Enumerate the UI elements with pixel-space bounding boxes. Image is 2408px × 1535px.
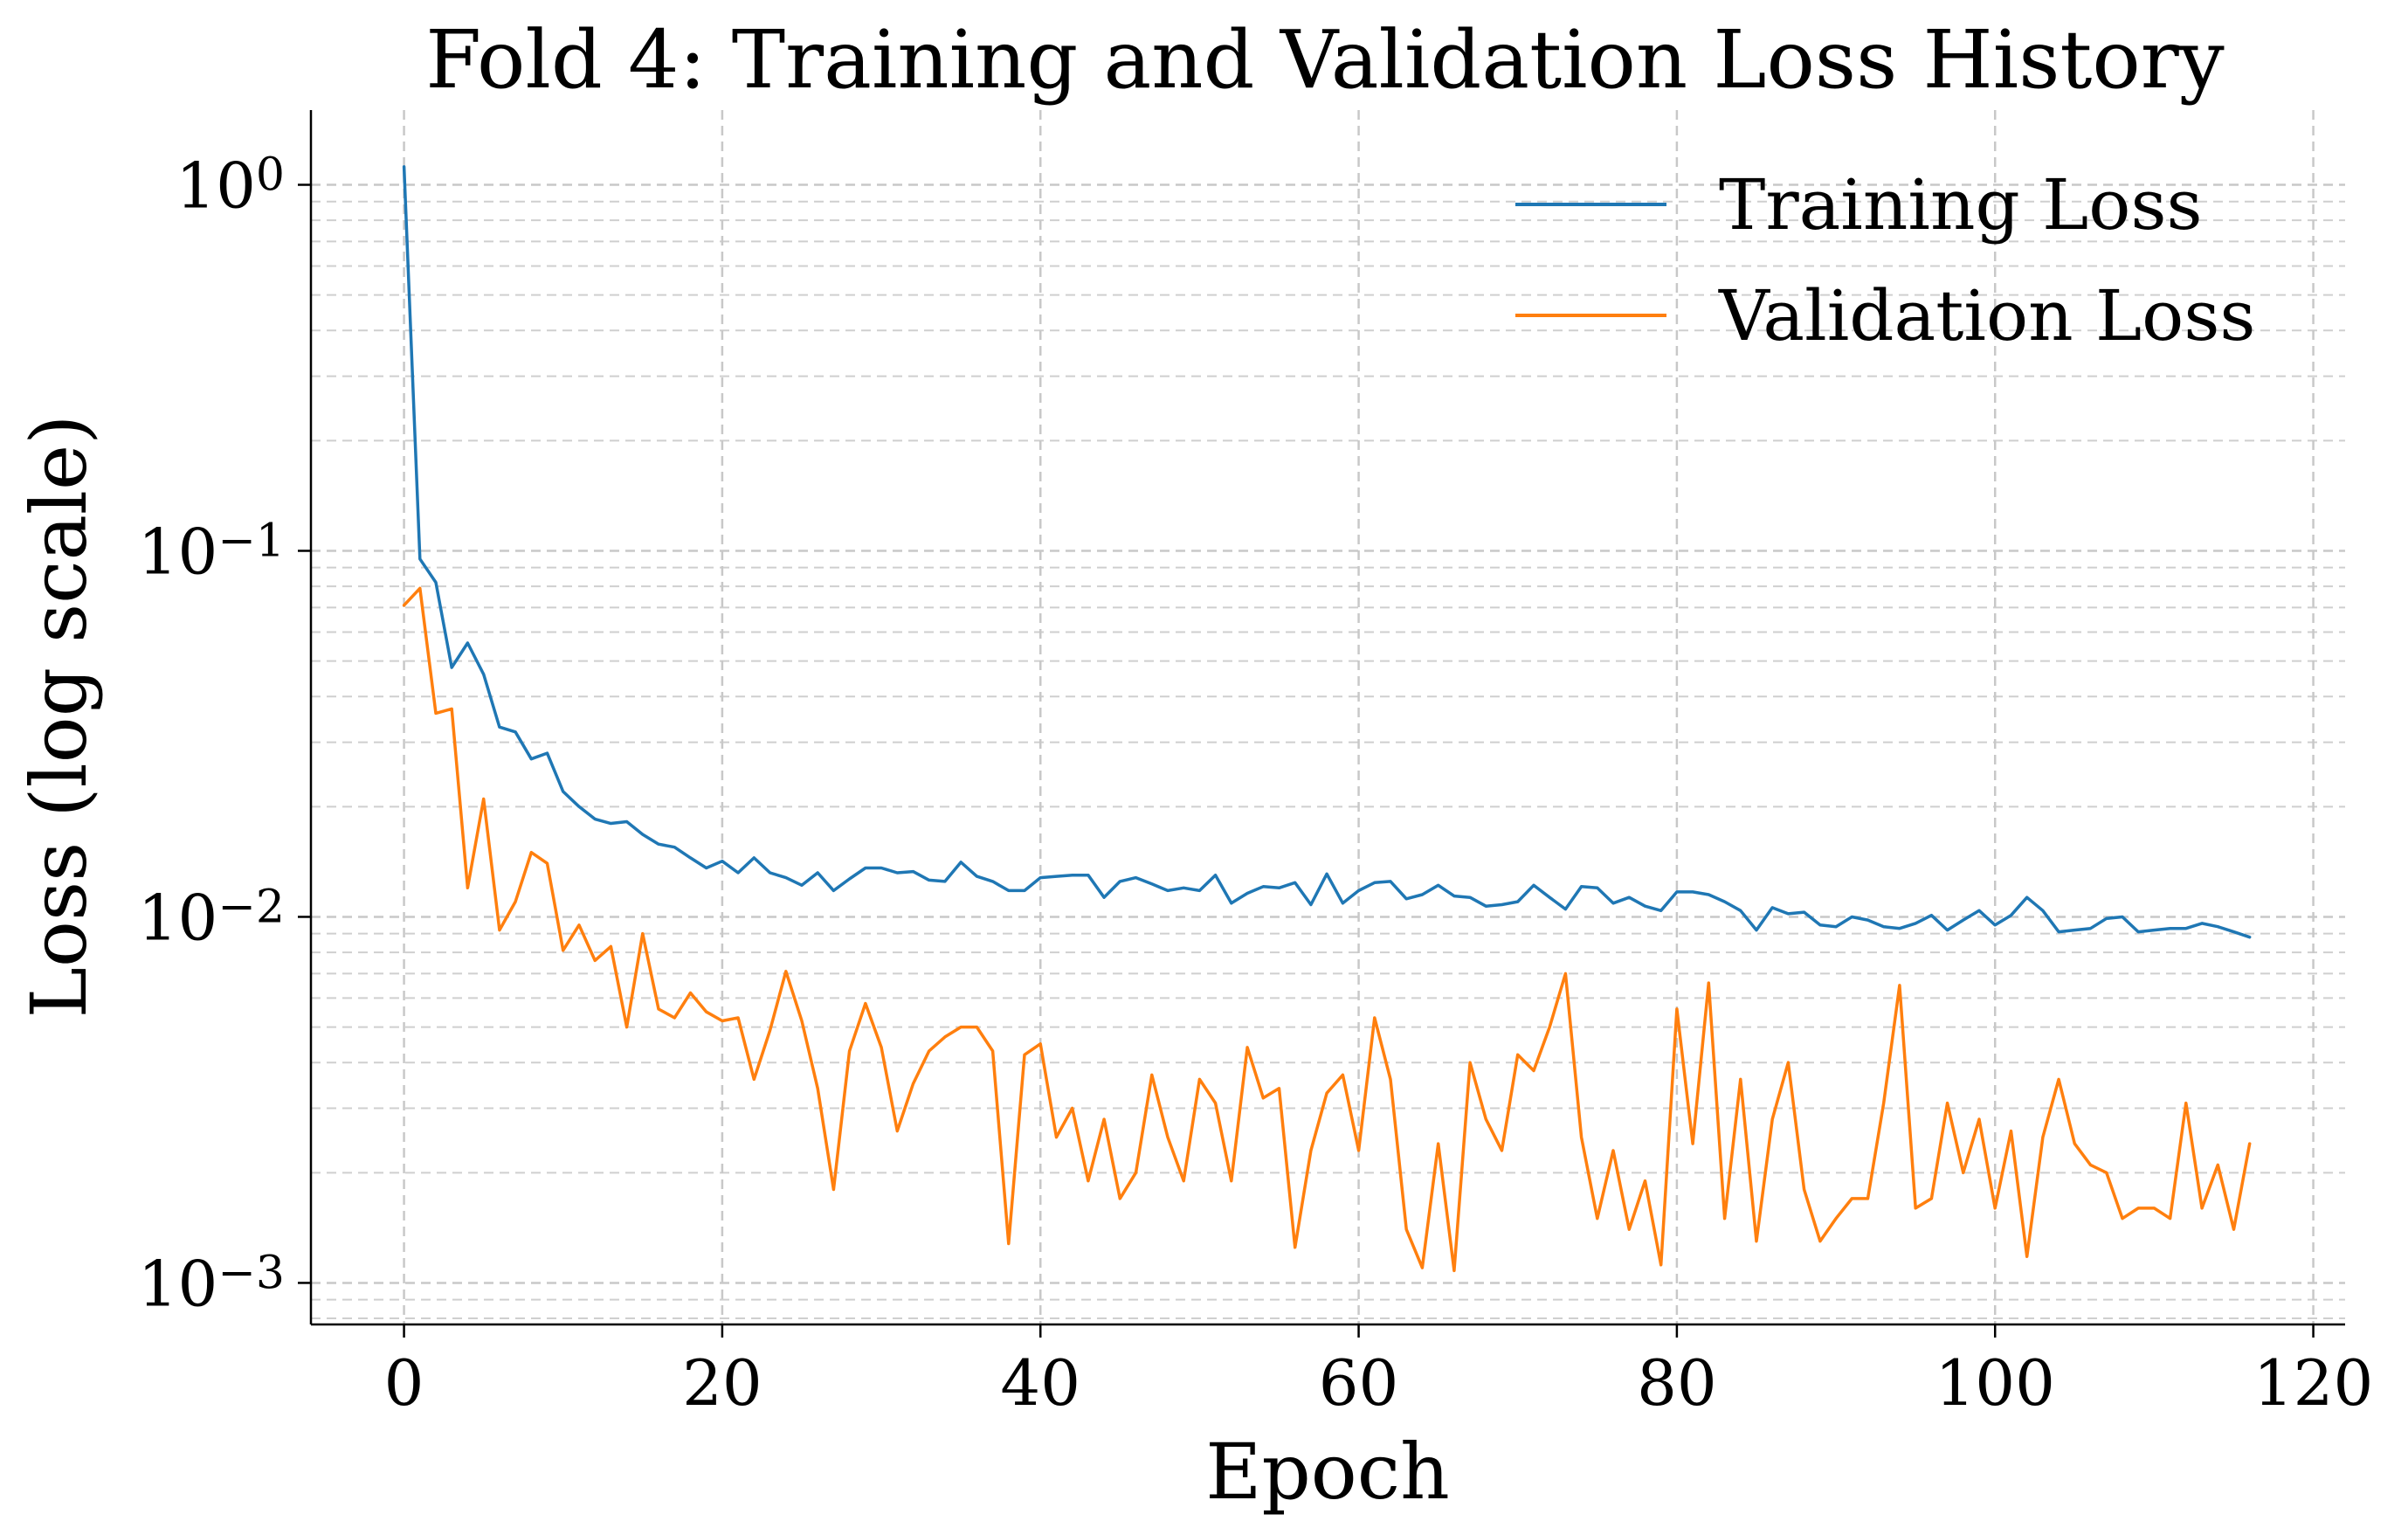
y-tick-label: 10−3	[138, 1247, 285, 1320]
y-axis-ticks: 100 10−1 10−2 10−3	[138, 149, 311, 1320]
x-axis-ticks: 0 20 40 60 80 100 120	[384, 1324, 2373, 1420]
y-tick-label: 10−2	[138, 881, 285, 954]
chart-title: Fold 4: Training and Validation Loss His…	[425, 13, 2225, 107]
y-tick-label: 10−1	[138, 515, 285, 588]
y-tick-label: 100	[176, 149, 285, 223]
legend-label-validation: Validation Loss	[1718, 275, 2255, 356]
series-line-validation-loss	[402, 586, 2252, 1273]
plot-area	[402, 165, 2252, 1273]
legend-label-training: Training Loss	[1719, 164, 2203, 245]
legend: Training Loss Validation Loss	[1515, 164, 2255, 356]
x-tick-label: 100	[1935, 1346, 2055, 1420]
x-tick-label: 80	[1637, 1346, 1717, 1420]
series-line-training-loss	[402, 165, 2252, 939]
y-axis-label: Loss (log scale)	[14, 415, 104, 1019]
x-tick-label: 40	[1000, 1346, 1080, 1420]
x-tick-label: 20	[682, 1346, 762, 1420]
x-tick-label: 120	[2253, 1346, 2373, 1420]
x-tick-label: 60	[1319, 1346, 1399, 1420]
x-axis-label: Epoch	[1205, 1427, 1450, 1517]
x-tick-label: 0	[384, 1346, 424, 1420]
